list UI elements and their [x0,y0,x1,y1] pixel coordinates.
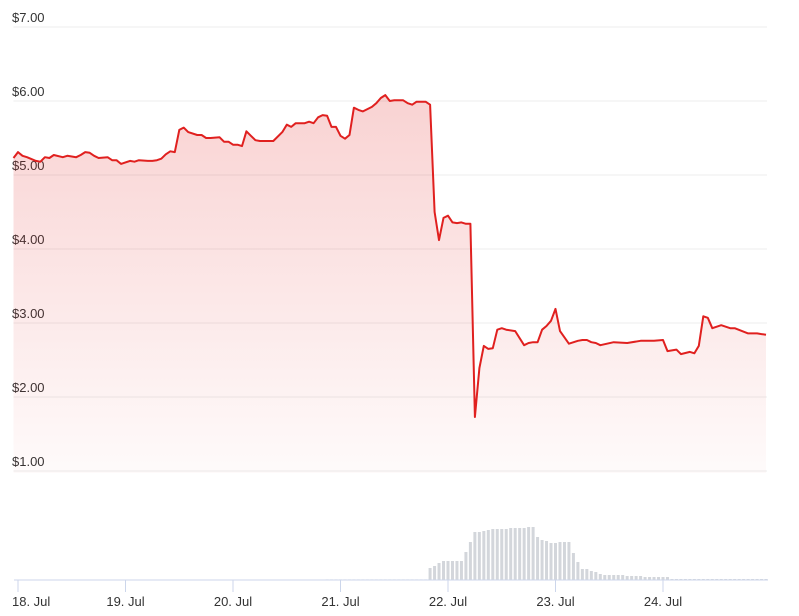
x-tick-label: 24. Jul [644,594,682,609]
volume-bars [191,527,768,580]
volume-bar [495,529,499,580]
x-tick-label: 23. Jul [536,594,574,609]
volume-bar [442,561,446,580]
volume-bar [630,576,634,580]
volume-bar [558,542,562,580]
volume-bar [580,569,584,580]
volume-bar [545,541,549,580]
price-line [12,94,767,418]
x-tick-label: 21. Jul [321,594,359,609]
volume-bar [518,528,522,580]
volume-bar [594,572,598,580]
volume-bar [607,575,611,580]
volume-bar [634,576,638,580]
volume-bar [437,563,441,580]
volume-bar [455,561,459,580]
volume-bar [433,566,437,580]
volume-bar [540,540,544,580]
x-axis-labels: 18. Jul 19. Jul 20. Jul 21. Jul 22. Jul 23. J… [12,594,682,609]
volume-bar [648,577,652,580]
price-area [13,95,766,473]
volume-bar [536,537,540,580]
volume-bar [603,575,607,580]
volume-bar [491,529,495,580]
y-tick-label: $7.00 [12,10,45,25]
volume-bar [665,577,669,580]
volume-bar [639,576,643,580]
volume-bar [612,575,616,580]
x-tick-label: 20. Jul [214,594,252,609]
volume-bar [527,527,531,580]
volume-bar [589,571,593,580]
volume-bar [576,562,580,580]
volume-bar [500,529,504,580]
volume-bar [531,527,535,580]
volume-bar [450,561,454,580]
volume-bar [567,542,571,580]
x-tick-label: 19. Jul [106,594,144,609]
volume-bar [585,569,589,580]
volume-bar [598,574,602,580]
x-axis-ticks [17,580,664,592]
volume-bar [616,575,620,580]
volume-bar [554,543,557,580]
volume-bar [428,568,432,580]
volume-bar [652,577,656,580]
volume-bar [643,577,647,580]
volume-bar [513,528,517,580]
volume-bar [482,531,486,580]
x-tick-label: 18. Jul [12,594,50,609]
volume-bar [459,561,463,580]
volume-bar [509,528,513,580]
volume-bar [522,528,526,580]
volume-bar [486,530,490,580]
x-tick-label: 22. Jul [429,594,467,609]
volume-bar [562,542,566,580]
volume-bar [468,542,472,580]
volume-bar [464,552,468,580]
volume-bar [571,553,575,580]
volume-bar [504,529,508,580]
volume-bar [657,577,661,580]
volume-bar [446,561,450,580]
volume-bar [473,532,477,580]
volume-bar [549,543,553,580]
y-tick-label: $6.00 [12,84,45,99]
volume-bar [661,577,665,580]
volume-bar [625,576,629,580]
volume-bar [477,532,481,580]
volume-bar [621,575,625,580]
